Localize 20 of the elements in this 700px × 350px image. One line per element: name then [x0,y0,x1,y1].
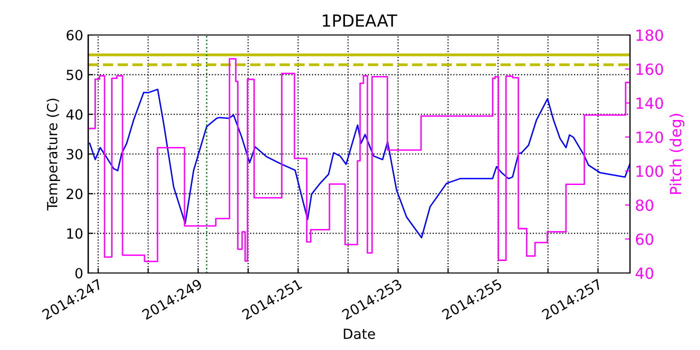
y2-tick-label: 140 [636,97,664,110]
line-series [88,88,630,238]
y2-tick-label: 160 [636,63,664,76]
y-tick-label: 0 [75,268,82,278]
y2-tick-label: 80 [636,199,654,212]
y2-tick-label: 60 [636,233,654,246]
y2-axis-title: Pitch (deg) [670,114,684,194]
y2-tick-label: 120 [636,131,664,144]
y2-tick-label: 100 [636,165,664,178]
y-tick-label: 30 [66,148,82,160]
y2-tick-label: 180 [636,29,664,42]
y-tick-label: 20 [66,188,82,200]
x-axis-title: Date [344,328,375,340]
chart-title: 1PDEAAT [322,14,398,27]
y-tick-label: 60 [66,30,82,40]
y-tick-label: 10 [67,228,82,239]
y-axis-title: Temperature (C) [46,98,60,210]
y-tick-label: 40 [66,109,82,120]
y-tick-label: 50 [66,70,82,80]
y2-tick-label: 40 [636,267,654,280]
